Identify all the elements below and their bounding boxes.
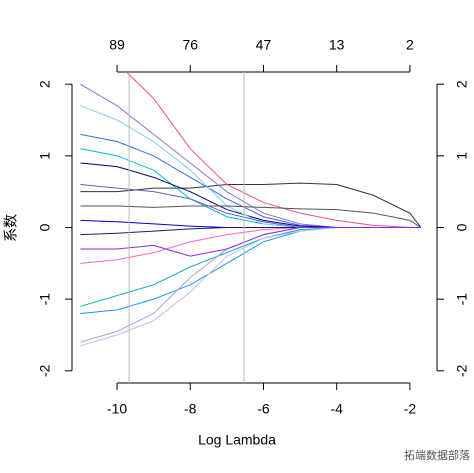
y-axis-label: 系数 [3, 214, 19, 242]
y-tick-label: 0 [37, 223, 53, 231]
x-tick-label: -8 [184, 401, 197, 417]
x-tick-label: -4 [330, 401, 343, 417]
y-tick-label: -1 [37, 293, 53, 306]
coefficient-path [125, 72, 421, 228]
x-tick-label: -10 [107, 401, 127, 417]
x-tick-label: -6 [257, 401, 270, 417]
coefficient-path [80, 227, 421, 347]
x2-tick-label: 89 [109, 37, 125, 53]
x2-tick-label: 2 [406, 37, 414, 53]
x2-tick-label: 13 [329, 37, 345, 53]
y-tick-label: 2 [37, 80, 53, 88]
plot-area [80, 72, 422, 383]
coefficient-path [80, 227, 421, 314]
y-tick-label: 1 [37, 152, 53, 160]
x-tick-label: -2 [404, 401, 417, 417]
x2-tick-label: 47 [256, 37, 272, 53]
coefficient-path [80, 227, 421, 257]
coefficient-path [80, 148, 421, 228]
coefficient-path [80, 205, 422, 228]
coefficient-path [80, 133, 421, 228]
coefficient-path [80, 83, 421, 228]
watermark: 拓端数据部落 [404, 448, 470, 462]
y2-tick-label: -2 [454, 364, 470, 377]
y-tick-label: -2 [37, 364, 53, 377]
y2-tick-label: 2 [454, 80, 470, 88]
y2-tick-label: -1 [454, 293, 470, 306]
coefficient-path [80, 182, 422, 228]
y2-tick-label: 1 [454, 152, 470, 160]
coefficient-path [80, 105, 421, 228]
x-axis-label: Log Lambda [198, 432, 276, 448]
x2-tick-label: 76 [182, 37, 198, 53]
y2-tick-label: 0 [454, 223, 470, 231]
